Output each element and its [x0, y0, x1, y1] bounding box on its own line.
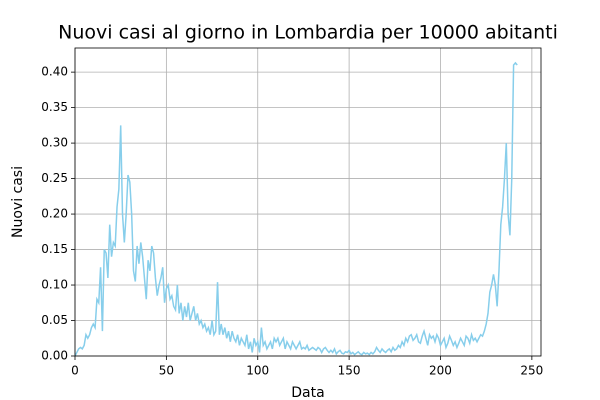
- y-axis-label: Nuovi casi: [10, 166, 26, 238]
- y-tick-label: 0.35: [41, 100, 68, 114]
- x-tick-label: 200: [429, 364, 452, 378]
- plot-frame: [74, 47, 542, 357]
- y-tick-label: 0.00: [41, 349, 68, 363]
- x-axis-label: Data: [291, 385, 324, 400]
- y-tick-label: 0.40: [41, 65, 68, 79]
- y-tick-label: 0.15: [41, 242, 68, 256]
- y-tick-label: 0.05: [41, 313, 68, 327]
- y-tick-label: 0.20: [41, 207, 68, 221]
- y-tick-label: 0.30: [41, 136, 68, 150]
- y-tick-label: 0.25: [41, 171, 68, 185]
- y-tick-label: 0.10: [41, 278, 68, 292]
- data-line: [74, 61, 518, 357]
- chart-title: Nuovi casi al giorno in Lombardia per 10…: [58, 22, 558, 44]
- x-tick-label: 0: [71, 364, 79, 378]
- x-tick-label: 100: [246, 364, 269, 378]
- x-tick-label: 150: [338, 364, 361, 378]
- x-tick-label: 50: [159, 364, 174, 378]
- x-tick-label: 250: [520, 364, 543, 378]
